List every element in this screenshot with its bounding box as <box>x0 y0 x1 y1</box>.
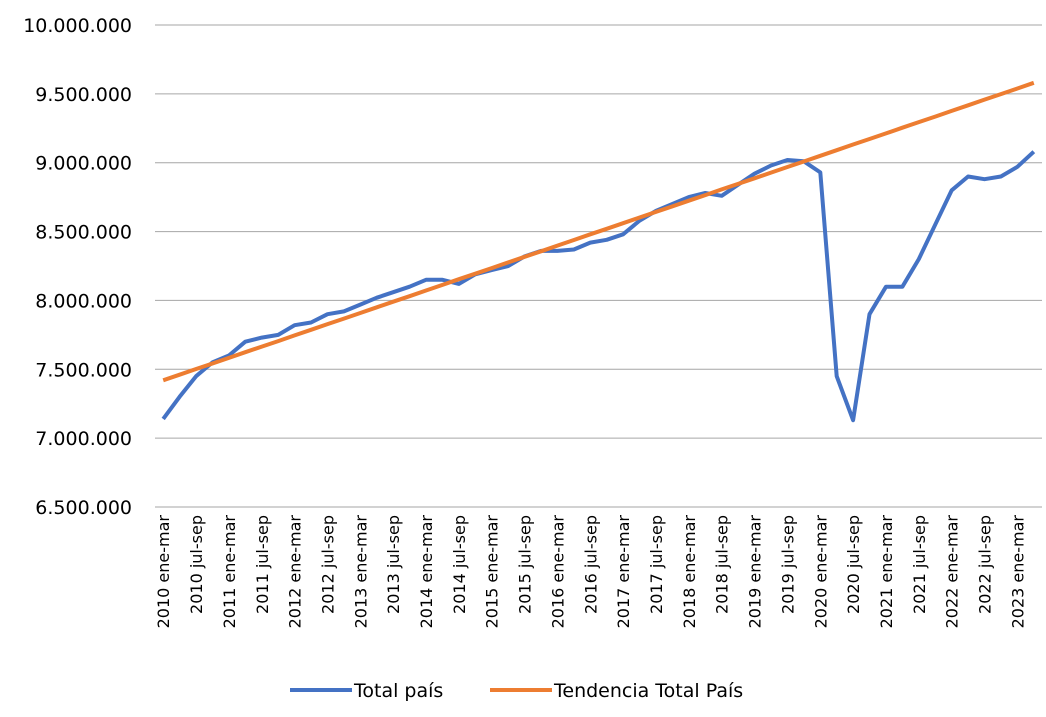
x-tick-label: 2012 jul-sep <box>318 515 337 614</box>
y-tick-label: 7.500.000 <box>35 359 132 381</box>
x-tick-label: 2019 ene-mar <box>746 515 765 629</box>
x-tick-label: 2014 jul-sep <box>450 515 469 614</box>
x-tick-label: 2022 ene-mar <box>943 515 962 629</box>
x-tick-label: 2016 ene-mar <box>548 515 567 629</box>
y-tick-label: 8.500.000 <box>35 222 132 244</box>
y-tick-label: 6.500.000 <box>35 497 132 519</box>
x-tick-label: 2011 jul-sep <box>253 515 272 614</box>
series-line <box>161 150 1036 423</box>
series-line <box>162 80 1035 383</box>
x-tick-label: 2010 ene-mar <box>154 515 173 629</box>
x-tick-label: 2021 jul-sep <box>910 515 929 614</box>
y-tick-label: 9.000.000 <box>35 153 132 175</box>
x-tick-label: 2016 jul-sep <box>581 515 600 614</box>
x-tick-label: 2011 ene-mar <box>220 515 239 629</box>
x-tick-label: 2010 jul-sep <box>187 515 206 614</box>
x-tick-label: 2023 ene-mar <box>1008 515 1027 629</box>
y-tick-label: 7.000.000 <box>35 428 132 450</box>
x-tick-label: 2017 jul-sep <box>647 515 666 614</box>
x-tick-label: 2012 ene-mar <box>286 515 305 629</box>
x-tick-label: 2021 ene-mar <box>877 515 896 629</box>
y-tick-label: 9.500.000 <box>35 84 132 106</box>
x-tick-label: 2013 jul-sep <box>384 515 403 614</box>
x-tick-label: 2018 jul-sep <box>713 515 732 614</box>
x-tick-label: 2019 jul-sep <box>778 515 797 614</box>
x-tick-label: 2015 ene-mar <box>483 515 502 629</box>
x-tick-label: 2020 jul-sep <box>844 515 863 614</box>
y-tick-label: 10.000.000 <box>23 15 132 37</box>
x-tick-label: 2022 jul-sep <box>976 515 995 614</box>
x-tick-label: 2013 ene-mar <box>351 515 370 629</box>
y-tick-label: 8.000.000 <box>35 290 132 312</box>
x-tick-label: 2014 ene-mar <box>417 515 436 629</box>
x-tick-label: 2020 ene-mar <box>811 515 830 629</box>
x-tick-label: 2017 ene-mar <box>614 515 633 629</box>
legend-label: Tendencia Total País <box>553 680 743 702</box>
x-tick-label: 2018 ene-mar <box>680 515 699 629</box>
x-tick-label: 2015 jul-sep <box>516 515 535 614</box>
legend-label: Total país <box>353 680 443 702</box>
